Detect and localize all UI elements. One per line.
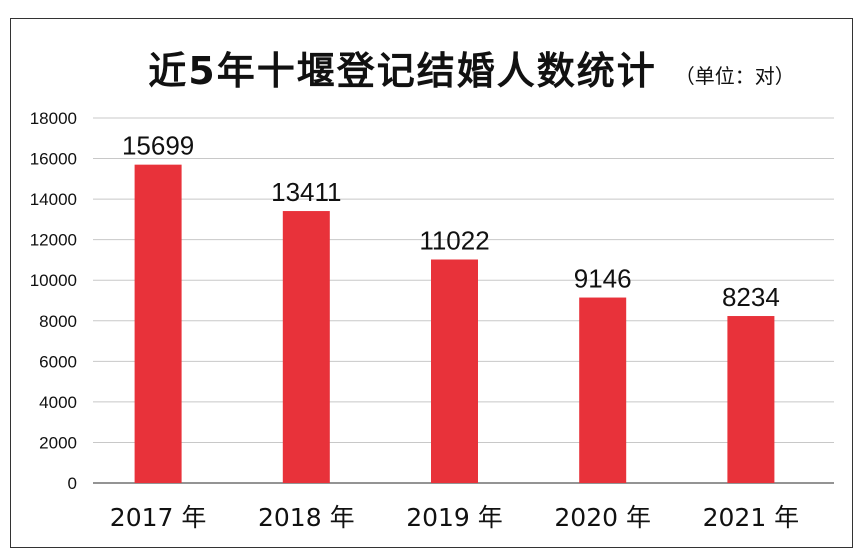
data-label: 8234 xyxy=(722,282,780,312)
data-label: 9146 xyxy=(574,264,632,294)
x-category-label: 2017 年 xyxy=(110,503,207,532)
bar xyxy=(579,297,627,483)
bar xyxy=(134,164,182,483)
x-category-label: 2021 年 xyxy=(703,503,800,532)
data-label: 11022 xyxy=(419,225,489,255)
gridlines xyxy=(93,117,834,484)
chart-subtitle: （单位：对） xyxy=(674,64,795,88)
y-tick-label: 10000 xyxy=(30,271,77,290)
y-tick-label: 14000 xyxy=(30,190,77,209)
y-tick-label: 12000 xyxy=(30,231,77,250)
y-tick-label: 6000 xyxy=(39,352,77,371)
y-axis-tick-labels: 0 2000 4000 6000 8000 10000 12000 14000 16000 180… xyxy=(30,109,77,493)
data-labels: 15699 13411 11022 9146 8234 xyxy=(122,131,780,312)
y-tick-label: 4000 xyxy=(39,393,77,412)
y-tick-label: 16000 xyxy=(30,150,77,169)
x-axis-category-labels: 2017 年 2018 年 2019 年 2020 年 2021 年 xyxy=(110,503,799,532)
x-category-label: 2020 年 xyxy=(554,503,651,532)
chart-title: 近5年十堰登记结婚人数统计 xyxy=(148,49,657,93)
y-tick-label: 0 xyxy=(68,474,77,493)
chart-frame xyxy=(10,18,853,548)
x-category-label: 2018 年 xyxy=(258,503,355,532)
title-row: 近5年十堰登记结婚人数统计 （单位：对） xyxy=(0,20,865,90)
bars xyxy=(134,164,775,483)
bar xyxy=(727,316,775,483)
x-category-label: 2019 年 xyxy=(406,503,503,532)
bar xyxy=(282,211,330,483)
data-label: 15699 xyxy=(122,131,194,161)
y-tick-label: 2000 xyxy=(39,433,77,452)
data-label: 13411 xyxy=(271,177,341,207)
bar xyxy=(431,259,478,483)
y-tick-label: 18000 xyxy=(30,109,77,128)
y-tick-label: 8000 xyxy=(39,312,77,331)
